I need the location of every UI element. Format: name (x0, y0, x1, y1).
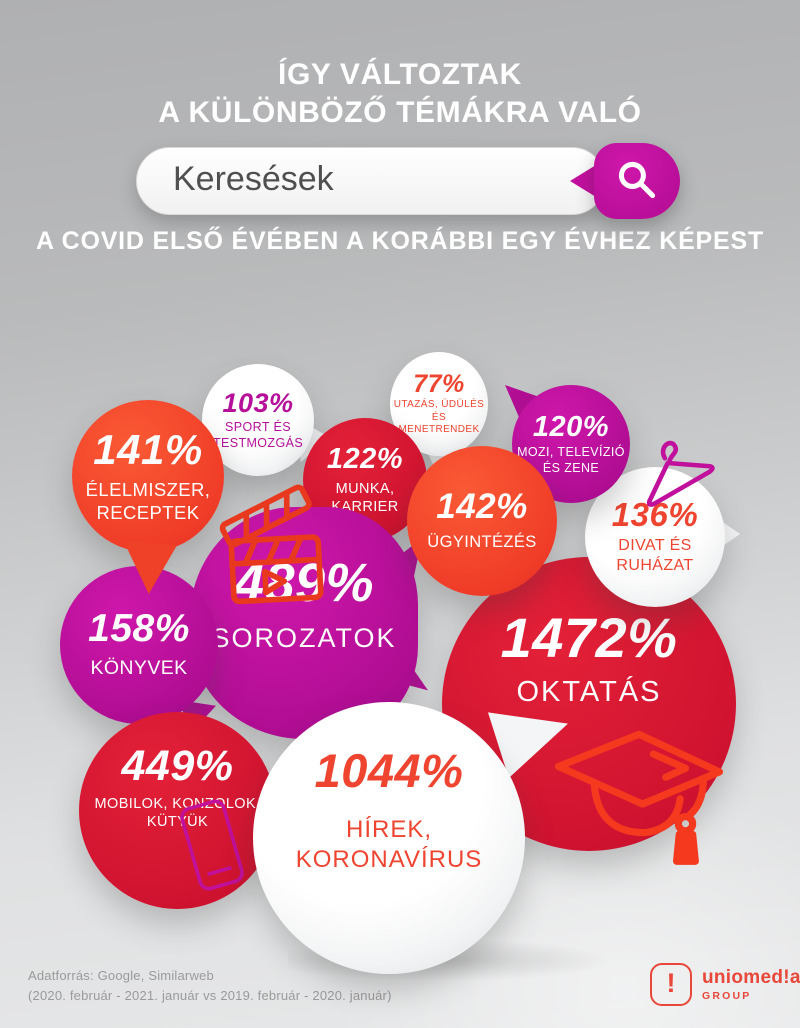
exclamation-icon: ! (650, 963, 692, 1006)
hirek-value: 1044% (314, 744, 464, 797)
film-clapperboard-icon (215, 478, 325, 609)
search-button-notch (570, 165, 596, 197)
bubble-ugyintezes: 142% ÜGYINTÉZÉS (407, 446, 557, 596)
oktatas-value: 1472% (500, 606, 678, 669)
data-source: Adatforrás: Google, Similarweb (2020. fe… (28, 966, 392, 1006)
data-source-line-1: Adatforrás: Google, Similarweb (28, 968, 214, 983)
ugyintezes-label: ÜGYINTÉZÉS (427, 533, 537, 552)
konyvek-value: 158% (88, 607, 190, 651)
bubble-sorozatok: 489% SOROZATOK (190, 507, 418, 739)
mozi-label: MOZI, TELEVÍZIÓ ÉS ZENE (517, 445, 625, 475)
search-button[interactable] (594, 143, 680, 219)
oktatas-label: OKTATÁS (516, 675, 662, 708)
mobilok-value: 449% (121, 742, 234, 790)
title-line-1: ÍGY VÁLTOZTAK (278, 58, 522, 91)
uniomedia-logo: ! uniomed!a GROUP (650, 963, 800, 1006)
hirek-label: HÍREK, KORONAVÍRUS (295, 816, 483, 874)
logo-wordmark: uniomed!a GROUP (702, 967, 800, 1002)
bubble-hirek: 1044% HÍREK, KORONAVÍRUS (253, 702, 525, 974)
title-line-2: A KÜLÖNBÖZŐ TÉMÁKRA VALÓ (158, 95, 642, 129)
page-title: ÍGY VÁLTOZTAK A KÜLÖNBÖZŐ TÉMÁKRA VALÓ (0, 56, 800, 131)
konyvek-label: KÖNYVEK (90, 657, 188, 680)
page-subtitle: A COVID ELSŐ ÉVÉBEN A KORÁBBI EGY ÉVHEZ … (35, 227, 765, 255)
logo-subtitle: GROUP (702, 990, 752, 1002)
graduation-cap-icon (548, 720, 730, 872)
ugyintezes-value: 142% (436, 487, 528, 527)
logo-mark-glyph: ! (666, 968, 676, 998)
search-input[interactable] (137, 148, 605, 214)
divat-label: DIVAT ÉS RUHÁZAT (616, 537, 694, 575)
bubble-elelmiszer: 141% ÉLELMISZER, RECEPTEK (72, 400, 224, 552)
elelmiszer-label: ÉLELMISZER, RECEPTEK (85, 478, 211, 524)
munka-value: 122% (326, 442, 404, 475)
utazas-label: UTAZÁS, ÜDÜLÉS ÉS MENETRENDEK (393, 399, 485, 436)
sport-value: 103% (222, 387, 294, 418)
bubble-sport: 103% SPORT ÉS TESTMOZGÁS (202, 364, 314, 476)
bubble-konyvek: 158% KÖNYVEK (60, 566, 218, 724)
smartphone-icon (172, 794, 253, 897)
utazas-value: 77% (413, 370, 465, 399)
sorozatok-label: SOROZATOK (211, 622, 397, 653)
search-bar[interactable] (136, 147, 606, 215)
logo-name: uniomed!a (702, 967, 800, 988)
clothes-hanger-icon (624, 424, 716, 510)
search-icon (615, 158, 659, 205)
elelmiszer-value: 141% (93, 425, 203, 473)
mozi-value: 120% (532, 410, 610, 443)
sport-label: SPORT ÉS TESTMOZGÁS (212, 420, 304, 450)
data-source-line-2: (2020. február - 2021. január vs 2019. f… (28, 988, 392, 1004)
